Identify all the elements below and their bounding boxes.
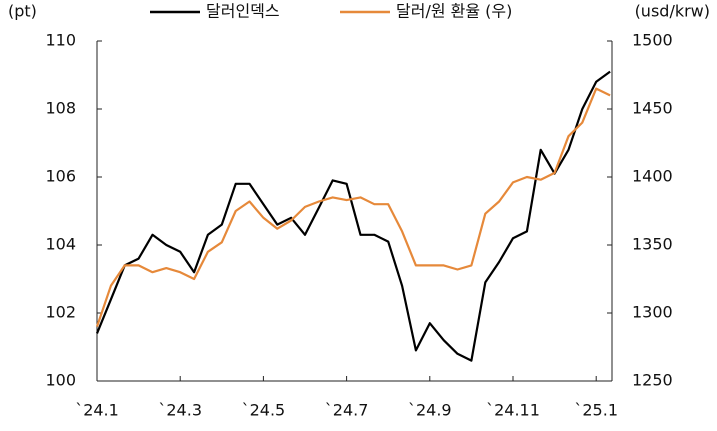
y-tick-label: 110	[45, 31, 76, 50]
x-tick-label: `24.11	[486, 401, 540, 420]
y-tick-label: 102	[45, 303, 76, 322]
legend-label: 달러인덱스	[206, 2, 280, 21]
y-tick-label: 108	[45, 99, 76, 118]
y2-tick-label: 1500	[632, 31, 673, 50]
y-tick-label: 106	[45, 167, 76, 186]
y2-axis-label: (usd/krw)	[635, 2, 710, 21]
y2-tick-label: 1400	[632, 167, 673, 186]
y2-tick-label: 1300	[632, 303, 673, 322]
x-tick-label: `24.1	[75, 401, 119, 420]
x-tick-label: `24.3	[158, 401, 202, 420]
x-tick-label: `24.5	[242, 401, 286, 420]
y-tick-label: 104	[45, 235, 76, 254]
y2-tick-label: 1350	[632, 235, 673, 254]
y-axis-label: (pt)	[8, 2, 37, 21]
legend-label: 달러/원 환율 (우)	[396, 2, 512, 21]
series-line	[95, 70, 611, 362]
y2-tick-label: 1250	[632, 371, 673, 390]
x-tick-label: `24.9	[408, 401, 452, 420]
y-tick-label: 100	[45, 371, 76, 390]
series-line	[95, 87, 611, 327]
y2-tick-label: 1450	[632, 99, 673, 118]
x-tick-label: `25.1	[574, 401, 618, 420]
x-tick-label: `24.7	[325, 401, 369, 420]
